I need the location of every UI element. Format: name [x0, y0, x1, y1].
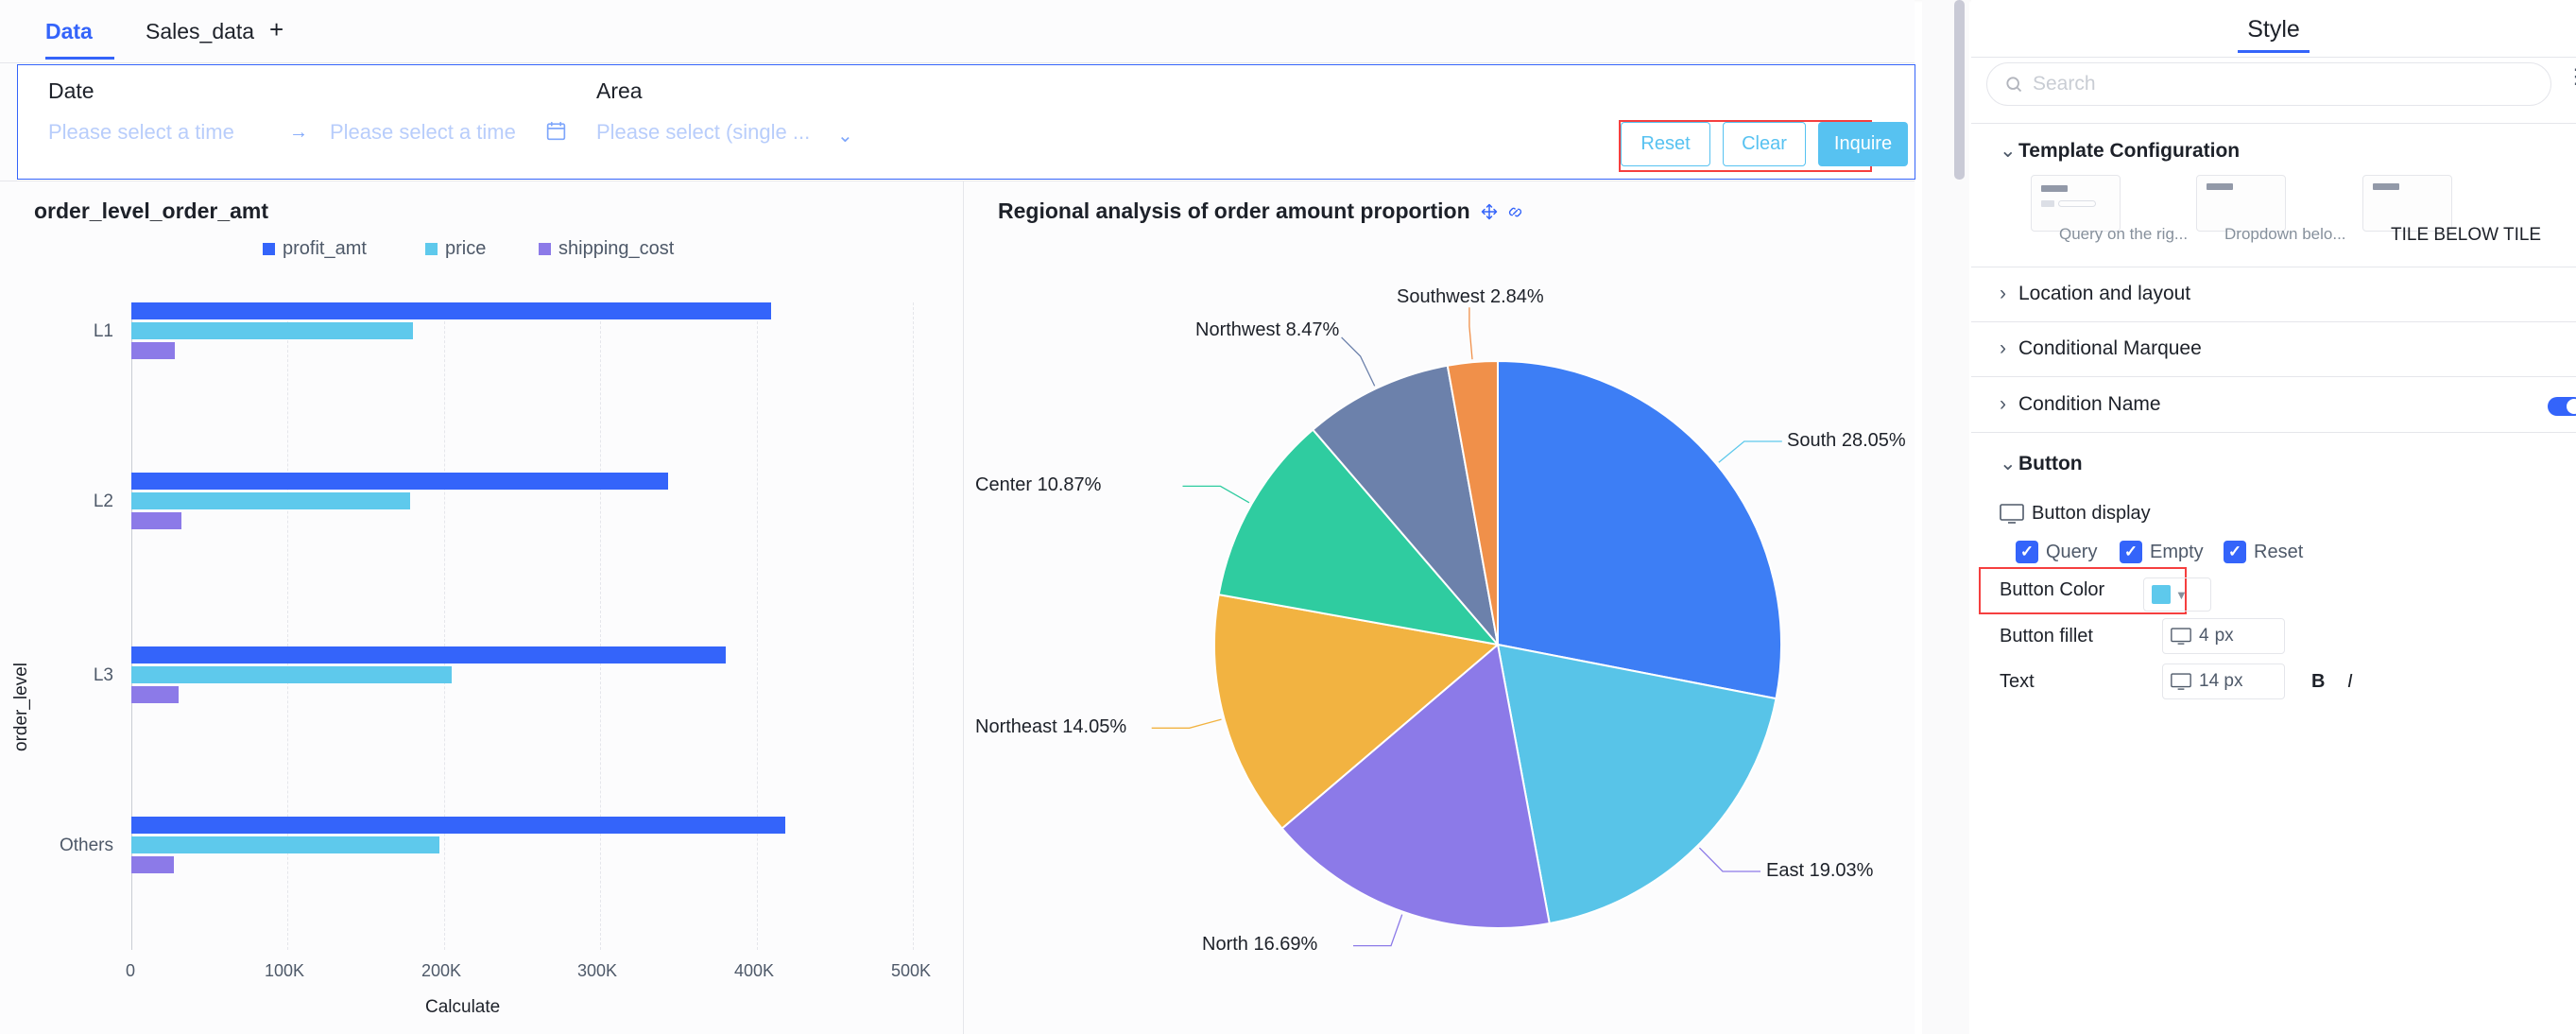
svg-text:North 16.69%: North 16.69% — [1202, 934, 1318, 955]
svg-text:Southwest 2.84%: Southwest 2.84% — [1397, 286, 1544, 307]
svg-text:Center 10.87%: Center 10.87% — [975, 474, 1102, 495]
svg-text:Northwest 8.47%: Northwest 8.47% — [1195, 319, 1340, 340]
svg-text:South 28.05%: South 28.05% — [1787, 430, 1906, 451]
svg-text:East 19.03%: East 19.03% — [1766, 860, 1874, 881]
svg-text:Northeast 14.05%: Northeast 14.05% — [975, 716, 1126, 737]
